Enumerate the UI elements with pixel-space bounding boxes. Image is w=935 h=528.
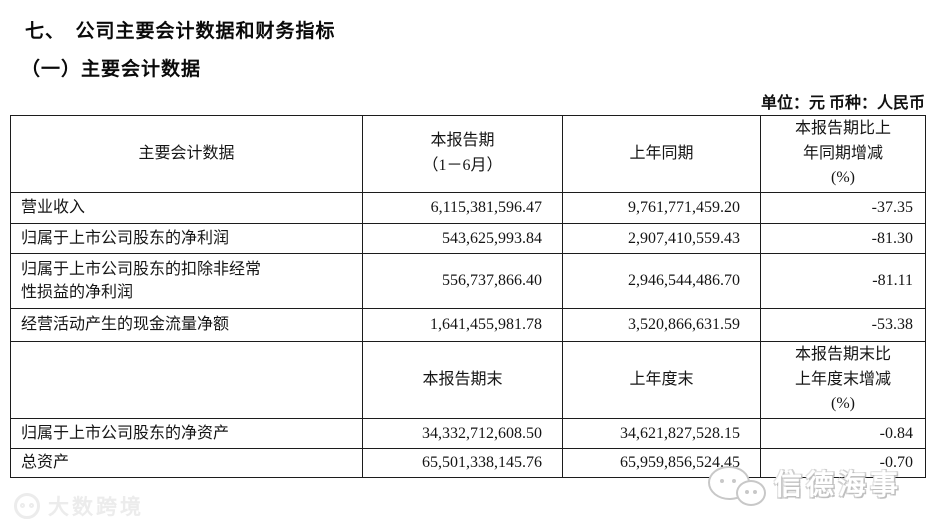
section-title: 七、 公司主要会计数据和财务指标 <box>25 21 336 42</box>
logo-eye-icon <box>29 503 34 508</box>
header-current-period: 本报告期 （1－6月） <box>362 115 563 193</box>
change-value-cell: -53.38 <box>760 308 926 342</box>
current-value-cell: 543,625,993.84 <box>362 223 563 254</box>
bubble-eye-icon <box>720 479 724 483</box>
header-prior-year-end: 上年度末 <box>562 341 761 419</box>
bubble-eye-icon <box>753 490 757 494</box>
subsection-title: （一）主要会计数据 <box>21 59 202 80</box>
bubble-eye-icon <box>732 479 736 483</box>
table-row: 营业收入 6,115,381,596.47 9,761,771,459.20 -… <box>10 192 926 224</box>
metric-name-cell: 归属于上市公司股东的净资产 <box>10 418 363 449</box>
unit-note: 单位：元 币种：人民币 <box>760 95 925 112</box>
current-value-cell: 65,501,338,145.76 <box>362 448 563 478</box>
table-header-row-period-end: 本报告期末 上年度末 本报告期末比 上年度末增减 (%) <box>10 341 926 419</box>
smiley-100-logo-icon <box>14 493 40 519</box>
metric-name-cell: 经营活动产生的现金流量净额 <box>10 308 363 342</box>
watermark-text: 大数跨境 <box>48 496 144 519</box>
current-value-cell: 34,332,712,608.50 <box>362 418 563 449</box>
metric-name-cell: 归属于上市公司股东的净利润 <box>10 223 363 254</box>
header-change-pct-end: 本报告期末比 上年度末增减 (%) <box>760 341 926 419</box>
financial-data-table: 主要会计数据 本报告期 （1－6月） 上年同期 本报告期比上 年同期增减 (%)… <box>10 115 926 478</box>
prior-value-cell: 3,520,866,631.59 <box>562 308 761 342</box>
change-value-cell: -0.70 <box>760 448 926 478</box>
watermark-bottom-right: 信德海事 <box>708 463 903 506</box>
header-current-period-end: 本报告期末 <box>362 341 563 419</box>
watermark-bottom-left: 大数跨境 <box>14 491 144 521</box>
watermark-text: 信德海事 <box>774 469 903 500</box>
change-value-cell: -0.84 <box>760 418 926 449</box>
table-row: 归属于上市公司股东的扣除非经常 性损益的净利润 556,737,866.40 2… <box>10 253 926 309</box>
wechat-small-bubble-icon <box>736 480 766 506</box>
metric-name-cell: 归属于上市公司股东的扣除非经常 性损益的净利润 <box>10 253 363 309</box>
table-row: 归属于上市公司股东的净利润 543,625,993.84 2,907,410,5… <box>10 223 926 254</box>
current-value-cell: 1,641,455,981.78 <box>362 308 563 342</box>
prior-value-cell: 9,761,771,459.20 <box>562 192 761 224</box>
table-row: 总资产 65,501,338,145.76 65,959,856,524.45 … <box>10 448 926 478</box>
wechat-bubbles-icon <box>708 466 766 506</box>
current-value-cell: 6,115,381,596.47 <box>362 192 563 224</box>
header-change-pct: 本报告期比上 年同期增减 (%) <box>760 115 926 193</box>
change-value-cell: -81.30 <box>760 223 926 254</box>
change-value-cell: -37.35 <box>760 192 926 224</box>
header-metric: 主要会计数据 <box>10 115 363 193</box>
prior-value-cell: 2,907,410,559.43 <box>562 223 761 254</box>
change-value-cell: -81.11 <box>760 253 926 309</box>
bubble-eye-icon <box>745 490 749 494</box>
metric-name-cell: 总资产 <box>10 448 363 478</box>
table-row: 归属于上市公司股东的净资产 34,332,712,608.50 34,621,8… <box>10 418 926 449</box>
header-metric-empty <box>10 341 363 419</box>
table-header-row-period: 主要会计数据 本报告期 （1－6月） 上年同期 本报告期比上 年同期增减 (%) <box>10 115 926 193</box>
prior-value-cell: 34,621,827,528.15 <box>562 418 761 449</box>
prior-value-cell: 2,946,544,486.70 <box>562 253 761 309</box>
metric-name-cell: 营业收入 <box>10 192 363 224</box>
header-prior-period: 上年同期 <box>562 115 761 193</box>
logo-eye-icon <box>20 503 25 508</box>
current-value-cell: 556,737,866.40 <box>362 253 563 309</box>
table-row: 经营活动产生的现金流量净额 1,641,455,981.78 3,520,866… <box>10 308 926 342</box>
